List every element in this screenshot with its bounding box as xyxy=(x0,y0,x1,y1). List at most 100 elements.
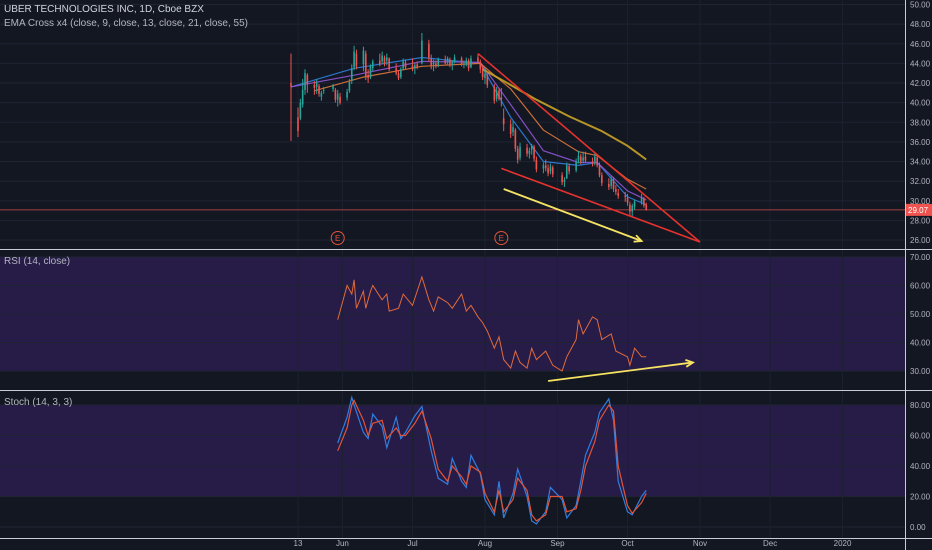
rsi-tick-label: 40.00 xyxy=(910,339,931,348)
last-price-label: 29.07 xyxy=(908,206,929,215)
candle-body xyxy=(348,82,351,91)
candle-body xyxy=(451,62,454,66)
earnings-marker[interactable] xyxy=(330,231,345,245)
candle-body xyxy=(516,148,519,160)
candle-body xyxy=(596,157,598,166)
candle-body xyxy=(542,165,545,169)
candle-body xyxy=(432,62,435,65)
time-tick-label: Jun xyxy=(336,539,349,548)
candle-body xyxy=(334,89,337,100)
candle-body xyxy=(437,59,440,66)
rsi-title: RSI (14, close) xyxy=(4,256,71,267)
candle-body xyxy=(629,204,631,212)
last-price-badge xyxy=(906,203,932,216)
time-tick-label: 13 xyxy=(294,539,303,548)
stoch-band xyxy=(0,405,905,497)
candle-body xyxy=(369,66,372,78)
price-tick-label: 28.00 xyxy=(910,216,931,225)
candle-body xyxy=(397,73,400,79)
price-tick-label: 46.00 xyxy=(910,40,931,49)
earnings-marker[interactable] xyxy=(494,231,509,245)
candle-body xyxy=(435,63,437,67)
candle-body xyxy=(346,91,348,98)
candle-body xyxy=(519,146,521,158)
candle-body xyxy=(481,68,484,78)
candle-body xyxy=(367,75,369,79)
trendline xyxy=(477,52,701,243)
candle-body xyxy=(565,165,568,179)
candle-body xyxy=(400,69,402,78)
candle-body xyxy=(601,175,603,184)
candle-body xyxy=(551,167,554,175)
trendline xyxy=(501,167,701,243)
candle-body xyxy=(479,62,482,70)
candle-body xyxy=(381,55,383,62)
candle-body xyxy=(500,97,503,100)
candle-body xyxy=(608,184,610,188)
ema-21-line xyxy=(314,62,647,190)
candle-body xyxy=(318,85,320,94)
candle-body xyxy=(477,57,479,62)
price-tick-label: 30.00 xyxy=(910,197,931,206)
candle-body xyxy=(624,195,627,197)
candle-body xyxy=(463,63,465,65)
candle-body xyxy=(313,84,316,88)
candle-body xyxy=(528,150,531,154)
time-tick-label: Nov xyxy=(693,539,707,548)
candle-body xyxy=(353,51,355,68)
price-arrow-head xyxy=(633,234,644,243)
time-tick-label: Sep xyxy=(550,539,565,548)
time-tick-label: Aug xyxy=(478,539,492,548)
candle-body xyxy=(467,60,470,69)
candle-body xyxy=(498,90,500,99)
candle-body xyxy=(563,180,566,183)
candle-body xyxy=(430,58,433,67)
candle-body xyxy=(402,61,404,69)
candle-body xyxy=(579,156,582,162)
candle-body xyxy=(526,147,528,154)
candle-body xyxy=(350,68,353,82)
indicator-legend: EMA Cross x4 (close, 9, close, 13, close… xyxy=(4,18,248,29)
candle-body xyxy=(322,89,325,91)
candle-body xyxy=(584,156,587,161)
stoch-k-line xyxy=(337,395,647,525)
stoch-tick-label: 40.00 xyxy=(910,462,931,471)
candle-body xyxy=(364,53,367,77)
candle-body xyxy=(544,165,547,169)
candle-body xyxy=(444,60,447,64)
candle-body xyxy=(404,62,407,68)
rsi-tick-label: 60.00 xyxy=(910,282,931,291)
price-tick-label: 34.00 xyxy=(910,158,931,167)
time-tick-label: 2020 xyxy=(834,539,852,548)
candle-body xyxy=(421,40,423,64)
candle-body xyxy=(631,205,634,212)
candle-body xyxy=(383,57,386,64)
stoch-tick-label: 80.00 xyxy=(910,401,931,410)
candle-body xyxy=(547,168,549,174)
candle-body xyxy=(502,118,505,125)
stoch-tick-label: 0.00 xyxy=(910,523,926,532)
candle-body xyxy=(304,73,306,90)
candle-body xyxy=(591,161,594,163)
price-arrow xyxy=(503,188,642,242)
candle-body xyxy=(416,64,419,68)
candle-body xyxy=(493,86,496,101)
candle-body xyxy=(339,96,341,103)
candle-body xyxy=(615,188,617,192)
candle-body xyxy=(428,43,430,58)
candle-body xyxy=(645,204,648,210)
candle-body xyxy=(332,85,334,89)
time-tick-label: Jul xyxy=(407,539,417,548)
price-tick-label: 38.00 xyxy=(910,118,931,127)
stoch-title: Stoch (14, 3, 3) xyxy=(4,397,73,408)
candle-body xyxy=(610,179,613,187)
candle-body xyxy=(617,192,620,196)
candle-body xyxy=(509,124,512,135)
rsi-tick-label: 70.00 xyxy=(910,253,931,262)
candle-body xyxy=(561,175,563,183)
candle-body xyxy=(643,198,645,206)
time-tick-label: Oct xyxy=(621,539,634,548)
candle-body xyxy=(414,65,416,69)
candle-body xyxy=(395,68,397,74)
